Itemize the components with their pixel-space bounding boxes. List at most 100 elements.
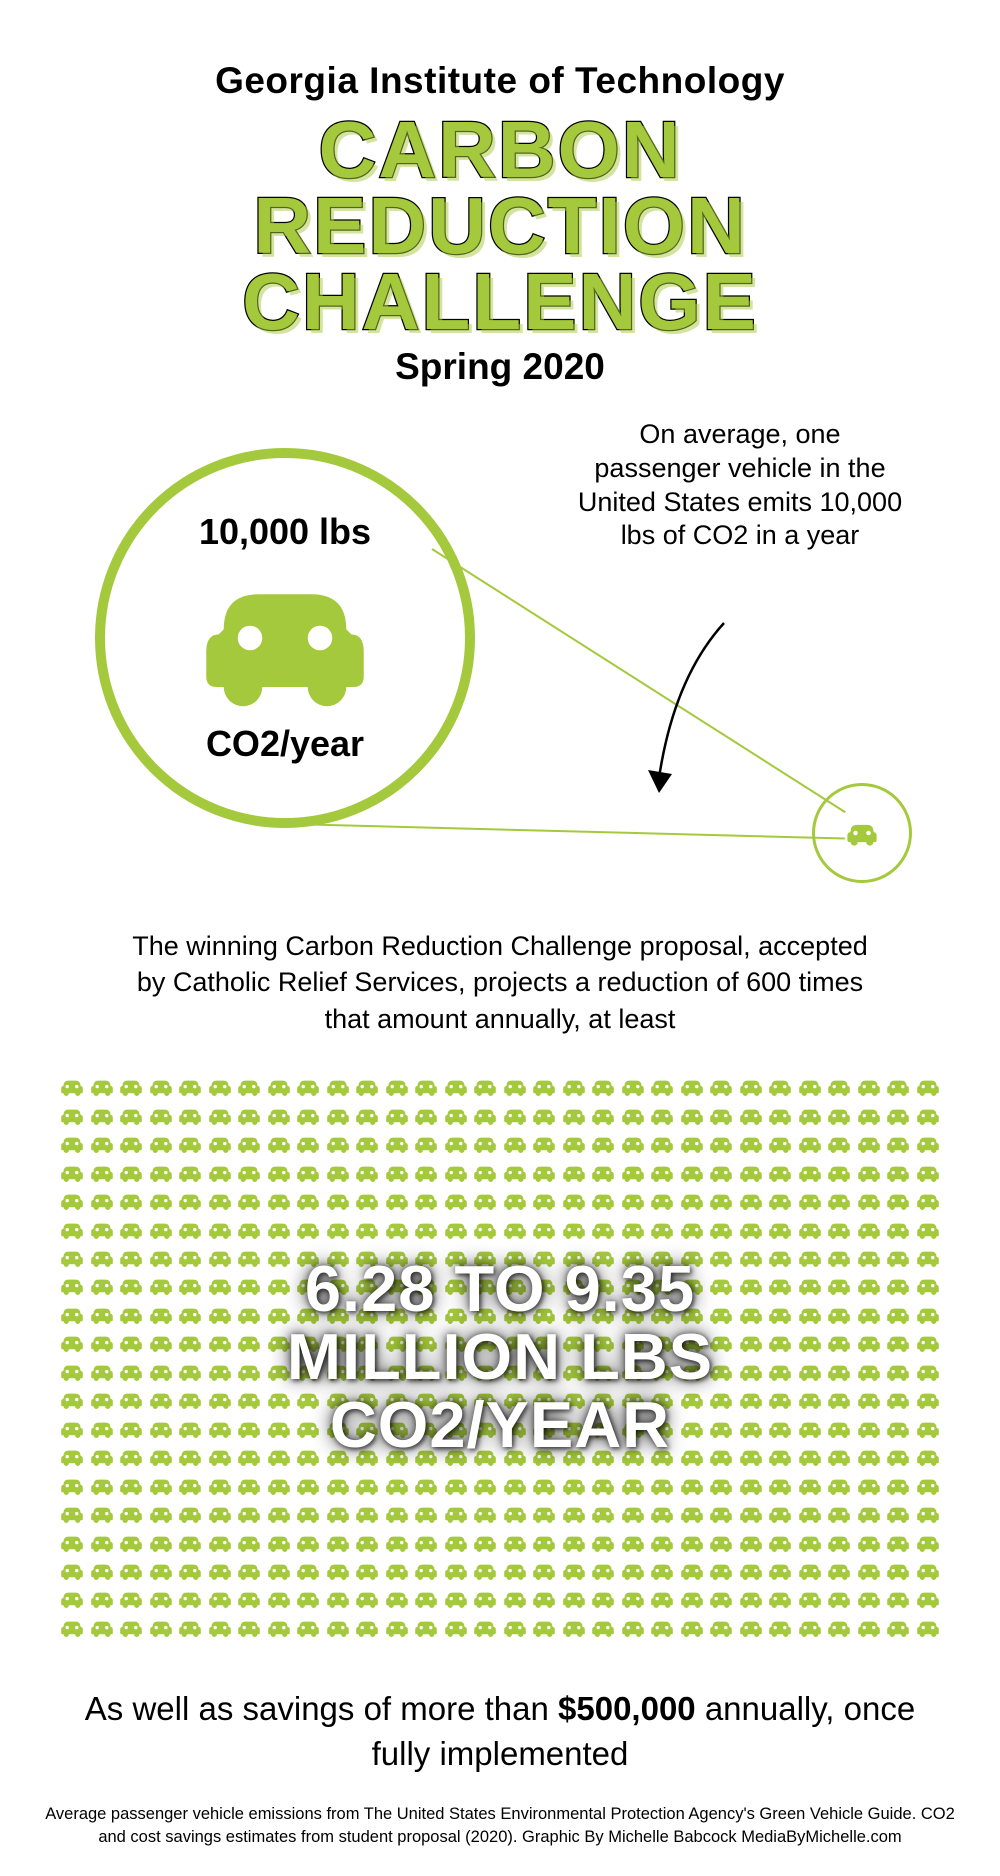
- car-icon: [709, 1589, 733, 1608]
- car-icon: [119, 1419, 143, 1438]
- car-grid-row: [60, 1476, 940, 1495]
- car-icon: [886, 1589, 910, 1608]
- car-icon: [473, 1589, 497, 1608]
- car-icon: [267, 1191, 291, 1210]
- callout-text: On average, one passenger vehicle in the…: [575, 418, 905, 553]
- car-icon: [886, 1220, 910, 1239]
- car-icon: [503, 1077, 527, 1096]
- car-icon: [267, 1106, 291, 1125]
- car-icon: [149, 1561, 173, 1580]
- car-icon: [857, 1589, 881, 1608]
- car-icon: [827, 1163, 851, 1182]
- car-icon: [621, 1589, 645, 1608]
- car-icon: [650, 1589, 674, 1608]
- car-grid-row: [60, 1163, 940, 1182]
- big-circle-top-label: 10,000 lbs: [199, 511, 371, 553]
- car-icon: [149, 1362, 173, 1381]
- car-icon: [326, 1163, 350, 1182]
- car-icon: [591, 1077, 615, 1096]
- car-icon: [208, 1220, 232, 1239]
- car-icon: [739, 1561, 763, 1580]
- car-grid-row: [60, 1134, 940, 1153]
- car-icon: [178, 1305, 202, 1324]
- car-icon: [60, 1077, 84, 1096]
- car-icon: [237, 1504, 261, 1523]
- car-icon: [857, 1362, 881, 1381]
- car-icon: [444, 1504, 468, 1523]
- car-icon: [857, 1447, 881, 1466]
- car-icon: [149, 1163, 173, 1182]
- car-icon: [916, 1390, 940, 1409]
- car-icon: [886, 1134, 910, 1153]
- car-icon: [827, 1305, 851, 1324]
- car-icon: [857, 1504, 881, 1523]
- car-icon: [414, 1561, 438, 1580]
- car-icon: [208, 1589, 232, 1608]
- car-icon: [650, 1561, 674, 1580]
- car-grid-row: [60, 1561, 940, 1580]
- arrow-icon: [624, 618, 764, 798]
- car-icon: [739, 1589, 763, 1608]
- car-icon: [119, 1191, 143, 1210]
- car-icon: [444, 1077, 468, 1096]
- car-icon: [621, 1220, 645, 1239]
- car-icon: [503, 1589, 527, 1608]
- car-icon: [798, 1333, 822, 1352]
- car-icon: [798, 1106, 822, 1125]
- car-icon: [739, 1248, 763, 1267]
- car-icon: [798, 1533, 822, 1552]
- car-icon: [591, 1476, 615, 1495]
- car-icon: [326, 1476, 350, 1495]
- car-icon: [857, 1390, 881, 1409]
- car-icon: [208, 1077, 232, 1096]
- car-icon: [149, 1220, 173, 1239]
- car-icon: [178, 1419, 202, 1438]
- car-icon: [267, 1618, 291, 1637]
- car-icon: [355, 1134, 379, 1153]
- car-icon: [444, 1589, 468, 1608]
- car-icon: [768, 1561, 792, 1580]
- car-icon: [414, 1134, 438, 1153]
- car-icon: [178, 1077, 202, 1096]
- car-icon: [237, 1589, 261, 1608]
- car-icon: [739, 1276, 763, 1295]
- car-icon: [532, 1077, 556, 1096]
- car-icon: [414, 1476, 438, 1495]
- car-icon: [532, 1134, 556, 1153]
- car-icon: [237, 1362, 261, 1381]
- car-icon: [60, 1447, 84, 1466]
- car-icon: [916, 1305, 940, 1324]
- car-icon: [916, 1333, 940, 1352]
- car-grid-row: [60, 1220, 940, 1239]
- car-icon: [621, 1077, 645, 1096]
- car-icon: [326, 1504, 350, 1523]
- title-line-2: CHALLENGE: [60, 264, 940, 340]
- car-icon: [768, 1220, 792, 1239]
- car-icon: [119, 1362, 143, 1381]
- car-icon: [326, 1561, 350, 1580]
- overlay-stat: 6.28 TO 9.35 MILLION LBS CO2/YEAR: [287, 1255, 713, 1460]
- car-icon: [680, 1618, 704, 1637]
- car-icon: [591, 1134, 615, 1153]
- car-icon: [149, 1419, 173, 1438]
- car-icon: [798, 1276, 822, 1295]
- car-icon: [886, 1106, 910, 1125]
- bottom-paragraph: As well as savings of more than $500,000…: [60, 1687, 940, 1776]
- car-icon: [532, 1220, 556, 1239]
- car-icon: [532, 1618, 556, 1637]
- car-icon: [60, 1504, 84, 1523]
- car-icon: [119, 1476, 143, 1495]
- car-icon: [119, 1248, 143, 1267]
- car-icon: [709, 1504, 733, 1523]
- car-icon: [650, 1476, 674, 1495]
- car-icon: [709, 1220, 733, 1239]
- car-icon: [798, 1390, 822, 1409]
- car-grid-row: [60, 1191, 940, 1210]
- car-icon: [195, 568, 375, 708]
- car-icon: [237, 1220, 261, 1239]
- car-icon: [90, 1248, 114, 1267]
- car-icon: [768, 1077, 792, 1096]
- car-icon: [562, 1163, 586, 1182]
- car-icon: [326, 1533, 350, 1552]
- car-icon: [621, 1134, 645, 1153]
